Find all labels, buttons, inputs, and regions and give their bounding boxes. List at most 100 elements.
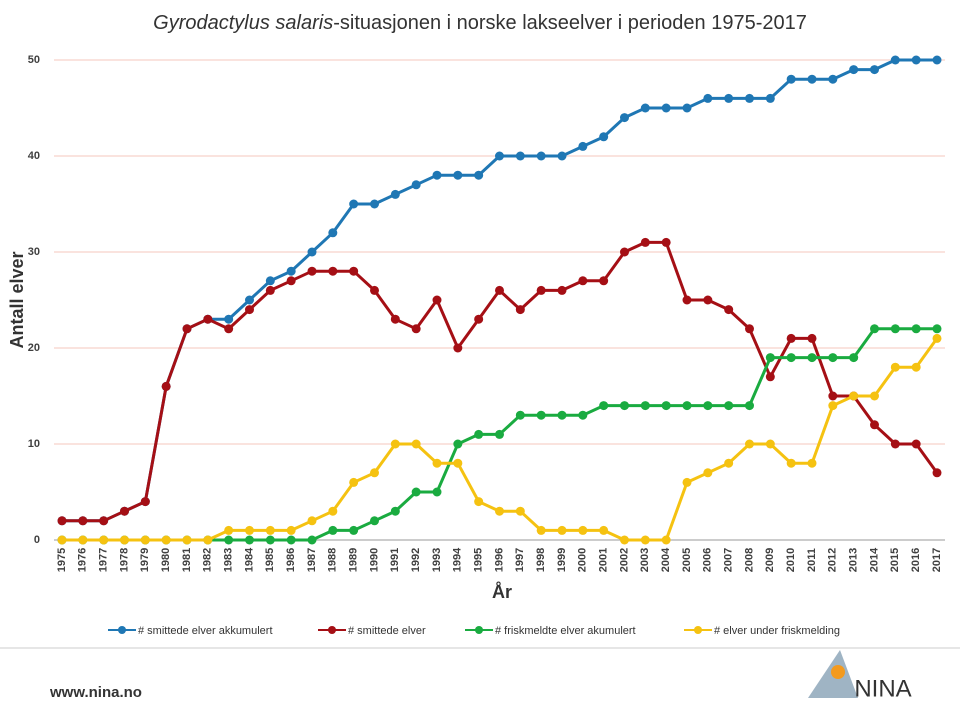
legend-marker (118, 626, 126, 634)
legend-label: # elver under friskmelding (714, 625, 840, 637)
x-tick-label: 1983 (223, 548, 235, 572)
data-point (120, 535, 129, 545)
data-point (620, 535, 629, 545)
legend-item: # elver under friskmelding (684, 625, 840, 637)
data-point (182, 535, 192, 545)
data-point (265, 285, 275, 295)
data-point (724, 305, 734, 315)
data-point (682, 477, 692, 487)
data-point (599, 401, 609, 411)
data-point (515, 410, 525, 420)
data-point (765, 353, 775, 363)
data-point (432, 295, 442, 305)
legend-label: # friskmeldte elver akumulert (495, 625, 636, 637)
data-point (328, 506, 338, 516)
data-point (620, 247, 629, 257)
series-line (62, 240, 939, 523)
data-point (599, 132, 609, 142)
data-point (370, 285, 379, 295)
data-point (495, 506, 504, 516)
data-point (99, 516, 109, 526)
data-point (703, 295, 713, 305)
data-point (536, 410, 546, 420)
data-point (911, 55, 921, 65)
data-point (286, 276, 296, 286)
data-point (328, 228, 338, 238)
x-tick-label: 1980 (160, 548, 172, 572)
x-tick-label: 1979 (139, 548, 151, 572)
data-point (745, 93, 754, 103)
data-point (536, 525, 546, 535)
data-point (265, 525, 275, 535)
data-point (161, 381, 171, 391)
x-tick-label: 1991 (389, 548, 401, 572)
data-point (224, 525, 234, 535)
x-tick-label: 2017 (931, 548, 943, 572)
legend-label: # smittede elver (348, 625, 426, 637)
data-point (578, 141, 588, 151)
data-point (828, 401, 838, 411)
x-tick-label: 2004 (660, 547, 672, 572)
x-tick-label: 2008 (743, 548, 755, 572)
y-tick-label: 30 (28, 246, 40, 258)
x-tick-label: 1999 (556, 548, 568, 572)
data-point (932, 468, 942, 478)
x-tick-label: 2000 (577, 548, 589, 572)
data-point (474, 429, 484, 439)
footer-url: www.nina.no (49, 684, 142, 701)
x-tick-label: 1988 (327, 548, 339, 572)
data-point (515, 305, 525, 315)
data-point (786, 353, 796, 363)
x-tick-label: 2016 (910, 548, 922, 572)
data-point (828, 353, 838, 363)
data-point (765, 439, 775, 449)
data-point (370, 199, 379, 209)
data-point (495, 285, 504, 295)
data-point (599, 276, 609, 286)
data-point (57, 516, 67, 526)
legend-label: # smittede elver akkumulert (138, 625, 273, 637)
data-point (765, 372, 775, 382)
data-point (578, 276, 588, 286)
data-point (724, 401, 734, 411)
data-point (286, 266, 296, 276)
legend-item: # friskmeldte elver akumulert (465, 625, 636, 637)
x-tick-label: 1990 (368, 548, 380, 572)
data-point (849, 391, 859, 401)
data-point (265, 276, 275, 286)
data-point (661, 535, 671, 545)
x-tick-label: 2015 (889, 548, 901, 572)
data-point (536, 151, 546, 161)
data-point (78, 535, 88, 545)
x-tick-label: 1978 (118, 548, 130, 572)
data-point (224, 314, 234, 324)
data-point (765, 93, 775, 103)
x-tick-label: 1992 (410, 548, 422, 572)
data-point (390, 506, 400, 516)
data-point (599, 525, 609, 535)
data-point (640, 401, 650, 411)
x-tick-label: 2013 (848, 548, 860, 572)
data-point (807, 74, 817, 84)
data-point (640, 535, 650, 545)
data-point (932, 55, 942, 65)
y-tick-label: 40 (28, 150, 40, 162)
data-point (411, 324, 421, 334)
data-point (224, 535, 234, 545)
data-point (140, 535, 150, 545)
data-point (307, 247, 317, 257)
data-point (786, 74, 796, 84)
data-point (703, 401, 713, 411)
data-point (620, 401, 629, 411)
x-tick-label: 1984 (243, 547, 255, 572)
x-tick-label: 2012 (827, 548, 839, 572)
data-point (370, 468, 379, 478)
data-point (557, 151, 567, 161)
data-point (245, 305, 254, 315)
x-tick-label: 1989 (348, 548, 360, 572)
data-point (99, 535, 109, 545)
data-point (557, 285, 567, 295)
title-italic: Gyrodactylus salaris (153, 12, 333, 34)
data-point (578, 525, 588, 535)
